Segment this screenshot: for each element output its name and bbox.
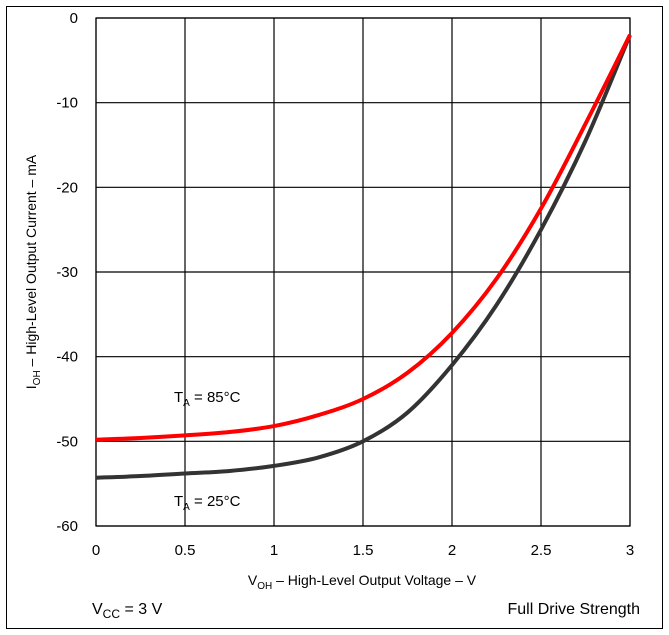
y-tick-label: -40 [56, 349, 78, 366]
y-tick-label: -20 [56, 179, 78, 196]
y-tick-label: -30 [56, 264, 78, 281]
chart-frame [6, 6, 663, 629]
y-tick-label: -10 [56, 95, 78, 112]
x-tick-labels: 0 0.5 1 1.5 2 2.5 3 [92, 542, 634, 559]
annotation-ta85: TA = 85°C [174, 389, 241, 409]
series-line-ta25 [95, 34, 632, 480]
x-tick-label: 1 [270, 542, 278, 559]
y-axis-label: IOH – High-Level Output Current – mA [23, 154, 43, 389]
y-tick-label: -60 [56, 518, 78, 535]
plot-border [95, 17, 631, 527]
x-tick-label: 3 [626, 542, 634, 559]
x-axis-label: VOH – High-Level Output Voltage – V [248, 572, 477, 592]
y-tick-labels: 0 -10 -20 -30 -40 -50 -60 [56, 10, 78, 535]
y-tick-label: 0 [70, 10, 78, 27]
drive-strength-note: Full Drive Strength [508, 601, 641, 618]
x-tick-label: 2 [448, 542, 456, 559]
x-tick-label: 1.5 [353, 542, 374, 559]
series-line-ta85 [95, 34, 632, 442]
x-tick-label: 0.5 [175, 542, 196, 559]
x-tick-label: 2.5 [531, 542, 552, 559]
y-tick-label: -50 [56, 433, 78, 450]
series-lines [95, 34, 632, 480]
x-tick-label: 0 [92, 542, 100, 559]
vcc-note: VCC = 3 V [92, 601, 163, 621]
grid-lines [95, 17, 631, 527]
annotation-ta25: TA = 25°C [174, 493, 241, 513]
